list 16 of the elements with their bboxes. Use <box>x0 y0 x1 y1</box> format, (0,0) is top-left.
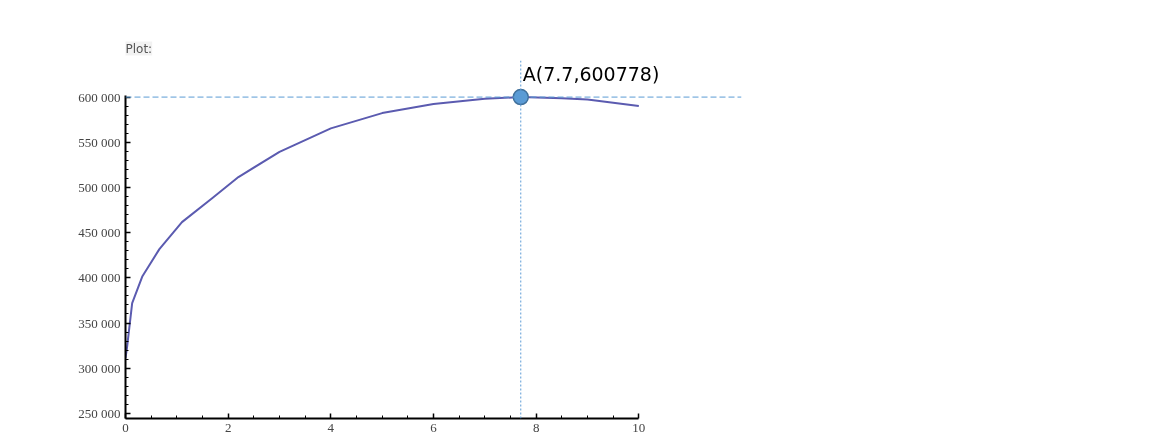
x-tick-label: 2 <box>224 419 232 435</box>
y-tick-label: 450 000 <box>78 225 121 241</box>
x-tick-label: 8 <box>532 419 540 435</box>
y-tick-label: 550 000 <box>78 135 121 151</box>
y-tick-label: 350 000 <box>78 315 121 331</box>
x-tick-label: 0 <box>122 419 129 435</box>
x-tick-label: 10 <box>632 419 646 435</box>
y-tick-label: 400 000 <box>78 270 121 286</box>
chart-title: Plot: <box>125 41 153 56</box>
x-tick-label: 6 <box>430 419 438 435</box>
y-tick-label: 250 000 <box>78 405 121 421</box>
y-tick-label: 300 000 <box>78 360 121 376</box>
annotation: A(7.7,600778) <box>522 63 660 86</box>
y-tick-label: 600 000 <box>78 90 121 106</box>
y-tick-label: 500 000 <box>78 180 121 196</box>
x-tick-label: 4 <box>327 419 335 435</box>
